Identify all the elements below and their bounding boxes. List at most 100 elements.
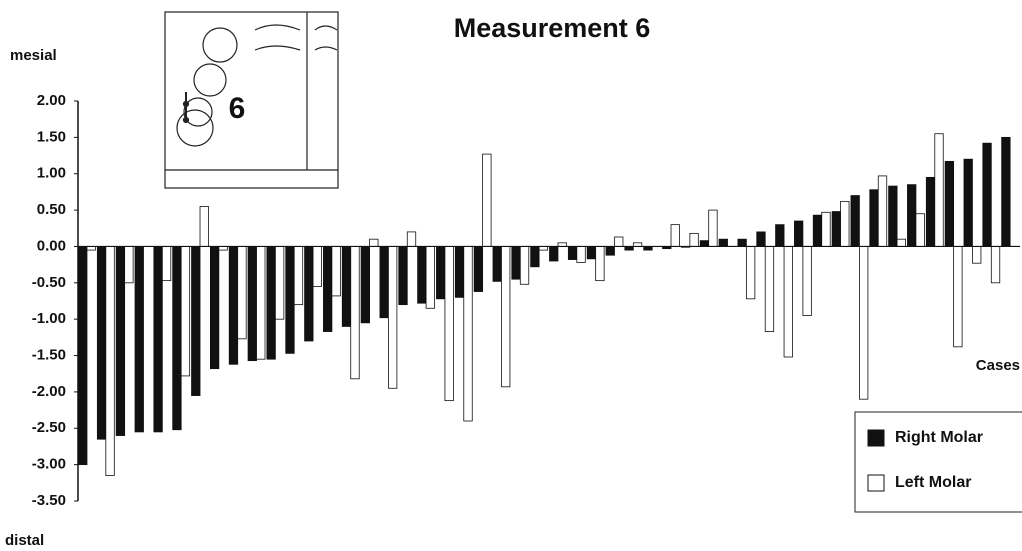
bar bbox=[323, 246, 333, 332]
bar bbox=[266, 246, 276, 360]
bar bbox=[473, 246, 484, 292]
bar bbox=[312, 246, 322, 287]
bar bbox=[511, 246, 521, 280]
bar bbox=[567, 246, 578, 260]
y-top-label: mesial bbox=[10, 47, 57, 64]
inset-label: 6 bbox=[229, 92, 246, 125]
bar bbox=[982, 142, 992, 247]
y-tick-label: 2.00 bbox=[37, 92, 66, 109]
bar bbox=[388, 246, 398, 389]
bar bbox=[436, 246, 446, 300]
bar bbox=[454, 246, 465, 298]
bar bbox=[925, 176, 936, 247]
bar bbox=[530, 246, 540, 268]
x-axis-label: Cases bbox=[976, 357, 1020, 374]
bar bbox=[172, 246, 182, 431]
bar bbox=[689, 232, 699, 247]
bar bbox=[821, 211, 831, 247]
bar bbox=[944, 160, 955, 247]
bar bbox=[812, 214, 823, 247]
bar bbox=[764, 246, 775, 332]
bar bbox=[153, 246, 163, 433]
bar bbox=[341, 246, 352, 327]
bar bbox=[576, 246, 586, 263]
y-tick-label: 1.50 bbox=[37, 128, 66, 145]
bar bbox=[256, 246, 266, 360]
legend-swatch bbox=[867, 474, 885, 492]
bar bbox=[425, 246, 435, 309]
bar bbox=[369, 238, 379, 247]
legend-label: Right Molar bbox=[895, 429, 983, 446]
bar bbox=[670, 224, 680, 247]
bar bbox=[756, 231, 766, 247]
y-tick-label: -0.50 bbox=[32, 274, 66, 291]
bar bbox=[549, 246, 559, 262]
bar bbox=[78, 246, 88, 466]
bar bbox=[274, 246, 285, 320]
bar bbox=[482, 153, 492, 247]
bar bbox=[783, 246, 793, 358]
y-tick-label: 0.00 bbox=[37, 237, 66, 254]
bar bbox=[134, 246, 144, 433]
legend-label: Left Molar bbox=[895, 474, 971, 491]
bar bbox=[775, 224, 785, 247]
bar bbox=[379, 246, 389, 319]
bar bbox=[953, 246, 963, 348]
bar bbox=[96, 246, 107, 440]
y-tick-label: 0.50 bbox=[37, 201, 66, 218]
bar bbox=[907, 184, 917, 247]
bar bbox=[896, 238, 906, 247]
bar bbox=[199, 206, 209, 247]
inset bbox=[164, 11, 339, 189]
y-tick-label: -2.00 bbox=[32, 383, 66, 400]
y-tick-label: -2.50 bbox=[32, 419, 66, 436]
bar bbox=[972, 246, 982, 264]
bar bbox=[718, 238, 728, 247]
bar bbox=[350, 246, 360, 380]
y-tick-label: -3.00 bbox=[32, 456, 66, 473]
bar bbox=[501, 246, 511, 388]
bar bbox=[831, 211, 841, 247]
y-tick-label: 1.00 bbox=[37, 165, 66, 182]
bar bbox=[463, 246, 473, 422]
bar bbox=[745, 246, 756, 300]
bar bbox=[840, 200, 850, 247]
bar bbox=[605, 246, 615, 256]
bar bbox=[595, 246, 605, 282]
bar bbox=[228, 246, 239, 365]
bar bbox=[699, 240, 710, 247]
bar bbox=[247, 246, 257, 362]
bar bbox=[444, 246, 454, 402]
bar bbox=[614, 236, 624, 247]
bar bbox=[519, 246, 530, 285]
y-tick-label: -3.50 bbox=[32, 492, 66, 509]
bar bbox=[708, 209, 718, 247]
bar bbox=[180, 246, 191, 377]
bar bbox=[124, 246, 134, 284]
bar bbox=[915, 213, 925, 247]
y-bottom-label: distal bbox=[5, 532, 44, 549]
bar bbox=[331, 246, 341, 297]
bar bbox=[963, 158, 973, 247]
bar bbox=[802, 246, 812, 316]
y-tick-label: -1.00 bbox=[32, 310, 66, 327]
bar bbox=[859, 246, 869, 400]
bar bbox=[877, 175, 888, 247]
bar bbox=[360, 246, 370, 324]
bar bbox=[237, 246, 247, 340]
bar bbox=[406, 231, 417, 247]
bar bbox=[304, 246, 314, 342]
bar bbox=[934, 133, 944, 247]
bar bbox=[161, 246, 172, 282]
bar bbox=[850, 195, 860, 247]
bar bbox=[990, 246, 1001, 284]
bar bbox=[888, 185, 898, 247]
bar bbox=[492, 246, 502, 282]
legend bbox=[854, 411, 1022, 513]
bar bbox=[209, 246, 220, 370]
y-tick-label: -1.50 bbox=[32, 347, 66, 364]
bar bbox=[285, 246, 295, 354]
bar bbox=[191, 246, 201, 396]
bar bbox=[115, 246, 126, 436]
bar bbox=[869, 189, 879, 247]
